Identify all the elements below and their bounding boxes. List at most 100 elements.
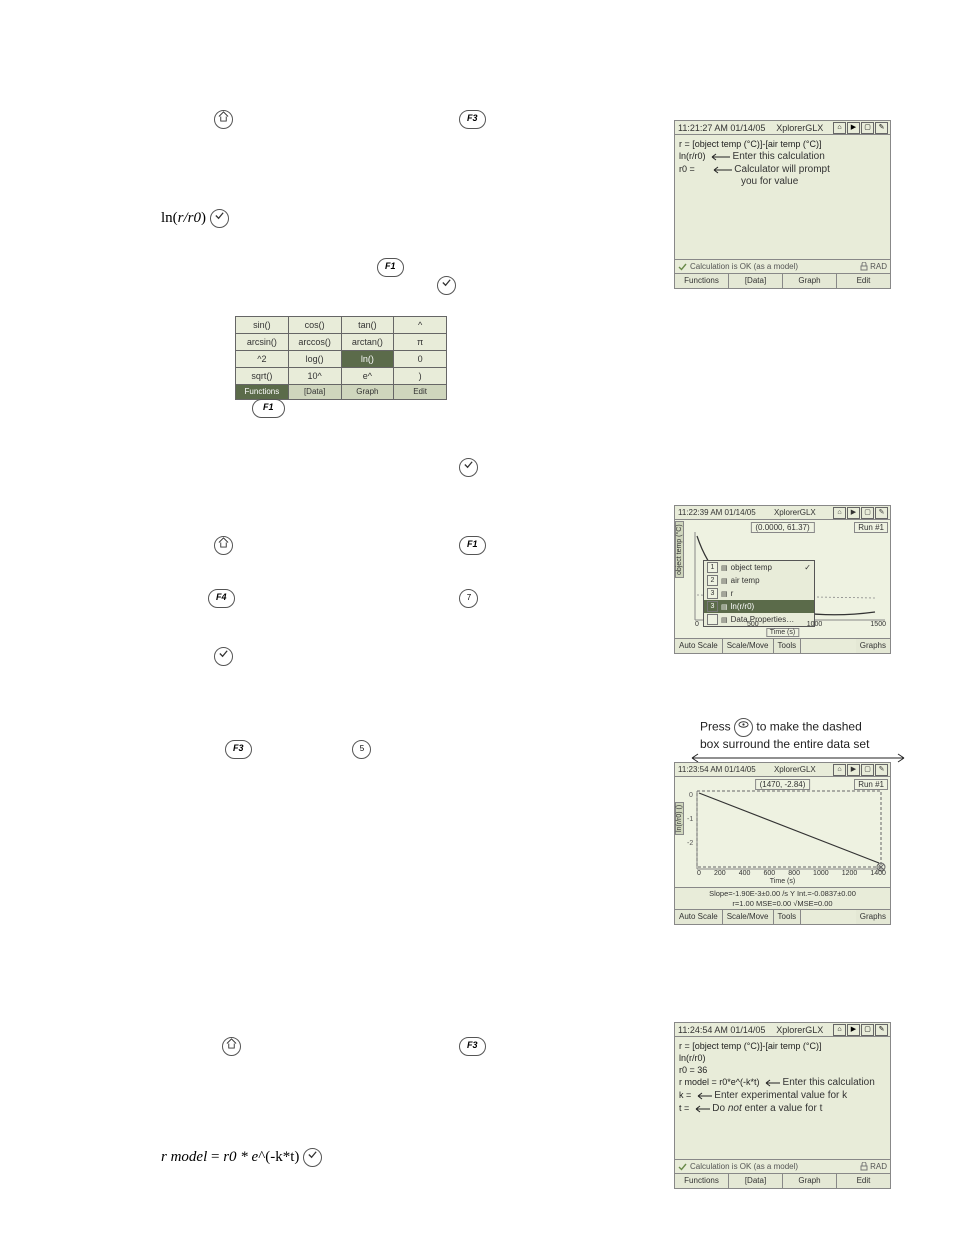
function-cell[interactable]: 0: [394, 351, 447, 368]
tab[interactable]: Functions: [236, 385, 289, 399]
check-key-icon: [214, 647, 233, 666]
tab[interactable]: Graph: [783, 274, 837, 288]
function-cell[interactable]: sqrt(): [236, 368, 289, 385]
formula-eq: =: [207, 1149, 223, 1165]
check-key-icon: [303, 1148, 322, 1167]
function-cell[interactable]: ln(): [341, 351, 394, 368]
tab[interactable]: Edit: [394, 385, 446, 399]
function-cell[interactable]: ^2: [236, 351, 289, 368]
tab[interactable]: Functions: [675, 274, 729, 288]
formula-rhs: r0 * e: [223, 1149, 258, 1165]
mode-indicator: RAD: [860, 262, 887, 271]
f3-key-icon: F3: [459, 110, 486, 129]
graph-plot: (1470, -2.84) Run #1 ln(r/r0) () 0 -1 -2…: [675, 777, 890, 887]
tab[interactable]: Graphs: [856, 639, 890, 653]
f1-key-icon: F1: [252, 399, 285, 418]
f4-key-icon: F4: [208, 589, 235, 608]
data-line: [699, 793, 879, 863]
tab[interactable]: Graph: [783, 1174, 837, 1188]
f1-key-icon: F1: [377, 258, 404, 277]
svg-text:0: 0: [689, 792, 693, 799]
graph-screenshot-1: 11:22:39 AM 01/14/05 XplorerGLX ⌂▶▢✎ (0.…: [674, 505, 891, 654]
svg-text:-2: -2: [687, 840, 693, 847]
tab[interactable]: Auto Scale: [675, 910, 723, 924]
tab[interactable]: Auto Scale: [675, 639, 723, 653]
check-key-icon: [210, 209, 229, 228]
formula-text: ln(: [161, 210, 178, 226]
formula-ln: ln(r/r0): [161, 209, 229, 228]
function-cell[interactable]: e^: [341, 368, 394, 385]
formula-var: r/r0: [178, 210, 201, 226]
function-cell[interactable]: arccos(): [288, 334, 341, 351]
calc-line: k = Enter experimental value for k: [679, 1089, 886, 1102]
function-cell[interactable]: sin(): [236, 317, 289, 334]
formula-rhs: ^(-k*t): [258, 1149, 303, 1165]
tab[interactable]: Edit: [837, 1174, 890, 1188]
calc-screenshot-1: 11:21:27 AM 01/14/05 XplorerGLX ⌂▶▢✎ r =…: [674, 120, 891, 289]
app-title: XplorerGLX: [768, 1025, 831, 1035]
function-cell[interactable]: π: [394, 334, 447, 351]
fit-result-2: r=1.00 MSE=0.00 √MSE=0.00: [675, 899, 890, 909]
five-key-icon: 5: [352, 740, 371, 759]
f1-key-icon: F1: [459, 536, 486, 555]
tab[interactable]: [Data]: [729, 274, 783, 288]
tab[interactable]: Tools: [774, 639, 802, 653]
f3-key-icon: F3: [225, 740, 252, 759]
function-grid: sin()cos()tan()^ arcsin()arccos()arctan()…: [235, 316, 447, 400]
function-cell[interactable]: tan(): [341, 317, 394, 334]
tab[interactable]: Edit: [837, 274, 890, 288]
function-cell[interactable]: arcsin(): [236, 334, 289, 351]
home-key-icon: [214, 110, 233, 129]
menu-item[interactable]: 2▤air temp: [704, 574, 814, 587]
function-cell[interactable]: 10^: [288, 368, 341, 385]
status-text: Calculation is OK (as a model): [690, 1162, 798, 1171]
formula-rmodel: r model = r0 * e^(-k*t): [161, 1148, 322, 1167]
app-title: XplorerGLX: [768, 123, 831, 133]
function-cell[interactable]: cos(): [288, 317, 341, 334]
calc-line: ln(r/r0) Enter this calculation: [679, 150, 886, 163]
tab[interactable]: [Data]: [729, 1174, 783, 1188]
x-ticks: 0200400600800100012001400: [697, 870, 886, 877]
calc-line: r0 = Calculator will prompt: [679, 163, 886, 176]
app-title: XplorerGLX: [759, 765, 831, 774]
data-source-menu: 1▤object temp✓2▤air temp3▤r3▤ln(r/r0)▤Da…: [703, 560, 815, 627]
graph-plot: (0.0000, 61.37) Run #1 object temp (°C) …: [675, 520, 890, 638]
status-text: Calculation is OK (as a model): [690, 262, 798, 271]
calc-line: r = [object temp (°C)]-[air temp (°C)]: [679, 1040, 886, 1052]
tab[interactable]: Graphs: [856, 910, 890, 924]
tab[interactable]: [Data]: [289, 385, 342, 399]
x-ticks: 050010001500: [695, 621, 886, 628]
seven-key-icon: 7: [459, 589, 478, 608]
tab[interactable]: Functions: [675, 1174, 729, 1188]
fit-result-1: Slope=-1.90E-3±0.00 /s Y Int.=-0.0837±0.…: [675, 887, 890, 899]
graph2-caption: Press to make the dashed box surround th…: [700, 718, 900, 751]
function-cell[interactable]: ^: [394, 317, 447, 334]
titlebar-icons: ⌂▶▢✎: [831, 122, 890, 134]
calc-line: r model = r0*e^(-k*t) Enter this calcula…: [679, 1076, 886, 1089]
function-cell[interactable]: arctan(): [341, 334, 394, 351]
timestamp: 11:22:39 AM 01/14/05: [675, 508, 759, 517]
function-cell[interactable]: ): [394, 368, 447, 385]
formula-lhs: r model: [161, 1149, 207, 1165]
tab[interactable]: Scale/Move: [723, 639, 774, 653]
menu-item[interactable]: 3▤r: [704, 587, 814, 600]
function-cell[interactable]: log(): [288, 351, 341, 368]
mode-indicator: RAD: [860, 1162, 887, 1171]
x-axis-label: Time (s): [770, 878, 795, 885]
home-key-icon: [222, 1037, 241, 1056]
menu-item[interactable]: 1▤object temp✓: [704, 561, 814, 574]
home-key-icon: [214, 536, 233, 555]
tab[interactable]: Tools: [774, 910, 802, 924]
tab[interactable]: Graph: [342, 385, 395, 399]
x-axis-label: Time (s): [766, 628, 799, 637]
menu-item[interactable]: 3▤ln(r/r0): [704, 600, 814, 613]
titlebar-icons: ⌂▶▢✎: [831, 507, 890, 519]
calc-line: r = [object temp (°C)]-[air temp (°C)]: [679, 138, 886, 150]
graph-screenshot-2: 11:23:54 AM 01/14/05 XplorerGLX ⌂▶▢✎ (14…: [674, 762, 891, 925]
timestamp: 11:24:54 AM 01/14/05: [675, 1025, 768, 1035]
timestamp: 11:23:54 AM 01/14/05: [675, 765, 759, 774]
check-key-icon: [437, 276, 456, 295]
tab[interactable]: Scale/Move: [723, 910, 774, 924]
formula-text: ): [201, 210, 210, 226]
titlebar-icons: ⌂▶▢✎: [831, 764, 890, 776]
